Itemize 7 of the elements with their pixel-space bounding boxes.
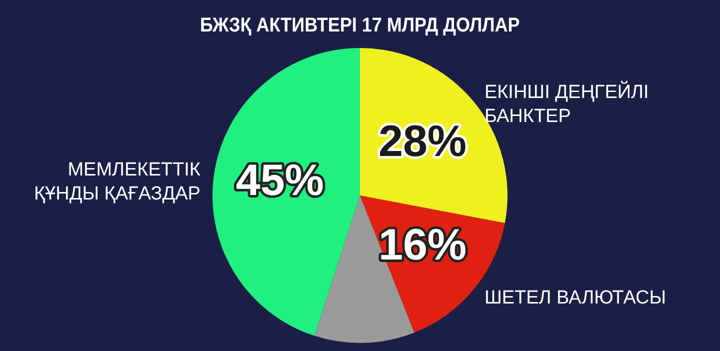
- data-label: 45%: [236, 156, 324, 205]
- slice-label: ШЕТЕЛ ВАЛЮТАСЫ: [484, 288, 666, 309]
- slice-label: МЕМЛЕКЕТТІК ҚҰНДЫ ҚАҒАЗДАР: [34, 159, 200, 204]
- chart-title: БЖЗҚ АКТИВТЕРІ 17 МЛРД ДОЛЛАР: [200, 14, 520, 37]
- data-label: 28%: [378, 116, 467, 166]
- slice-label: ЕКІНШІ ДЕҢГЕЙЛІ БАНКТЕР: [484, 80, 649, 127]
- data-label: 16%: [378, 220, 467, 270]
